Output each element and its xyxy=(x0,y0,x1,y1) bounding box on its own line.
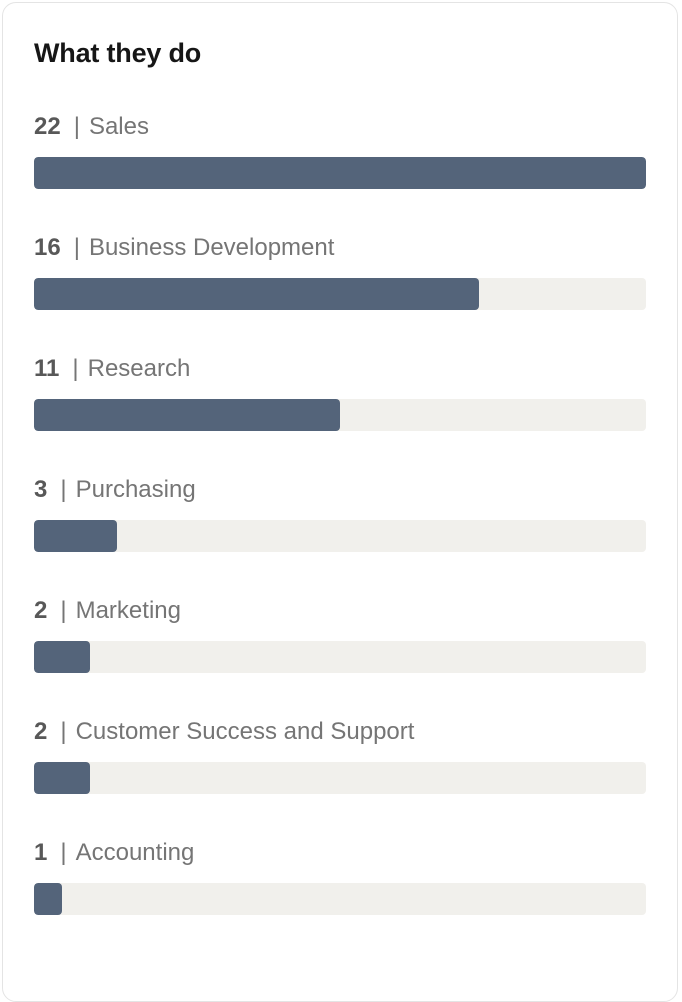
bar-track xyxy=(34,762,646,794)
bar-track xyxy=(34,883,646,915)
bar-label: Purchasing xyxy=(75,476,196,503)
bar-chart: 22 | Sales 16 | Business Development 11 … xyxy=(34,112,646,915)
bar-separator: | xyxy=(60,718,67,745)
bar-row: 2 | Marketing xyxy=(34,596,646,673)
card-title: What they do xyxy=(34,38,202,68)
bar-row: 2 | Customer Success and Support xyxy=(34,717,646,794)
bar-label-line: 2 | Customer Success and Support xyxy=(34,717,646,747)
bar-separator: | xyxy=(73,113,80,140)
bar-track xyxy=(34,399,646,431)
bar-label: Customer Success and Support xyxy=(75,718,415,745)
bar-separator: | xyxy=(60,839,67,866)
bar-fill xyxy=(34,520,118,552)
bar-separator: | xyxy=(60,597,67,624)
bar-fill xyxy=(34,278,480,310)
bar-track xyxy=(34,520,646,552)
bar-label-line: 16 | Business Development xyxy=(34,233,646,263)
bar-label-line: 3 | Purchasing xyxy=(34,475,646,505)
bar-row: 16 | Business Development xyxy=(34,233,646,310)
bar-label-line: 22 | Sales xyxy=(34,112,646,142)
bar-track xyxy=(34,641,646,673)
bar-count: 22 xyxy=(34,113,61,140)
bar-label-line: 1 | Accounting xyxy=(34,838,646,868)
bar-count: 2 xyxy=(34,597,48,624)
bar-label: Marketing xyxy=(75,597,181,624)
bar-count: 11 xyxy=(34,355,60,382)
bar-row: 22 | Sales xyxy=(34,112,646,189)
bar-row: 1 | Accounting xyxy=(34,838,646,915)
bar-label-line: 2 | Marketing xyxy=(34,596,646,626)
bar-row: 11 | Research xyxy=(34,354,646,431)
bar-track xyxy=(34,278,646,310)
bar-track xyxy=(34,157,646,189)
bar-count: 16 xyxy=(34,234,61,261)
bar-label-line: 11 | Research xyxy=(34,354,646,384)
bar-fill xyxy=(34,762,90,794)
bar-fill xyxy=(34,883,62,915)
bar-row: 3 | Purchasing xyxy=(34,475,646,552)
bar-fill xyxy=(34,157,646,189)
bar-count: 1 xyxy=(34,839,48,866)
bar-label: Business Development xyxy=(88,234,335,261)
bar-label: Accounting xyxy=(75,839,195,866)
bar-separator: | xyxy=(72,355,79,382)
bar-label: Sales xyxy=(88,113,149,140)
bar-fill xyxy=(34,641,90,673)
bar-separator: | xyxy=(60,476,67,503)
bar-fill xyxy=(34,399,340,431)
bar-count: 3 xyxy=(34,476,48,503)
bar-separator: | xyxy=(73,234,80,261)
bar-count: 2 xyxy=(34,718,48,745)
bar-label: Research xyxy=(87,355,191,382)
